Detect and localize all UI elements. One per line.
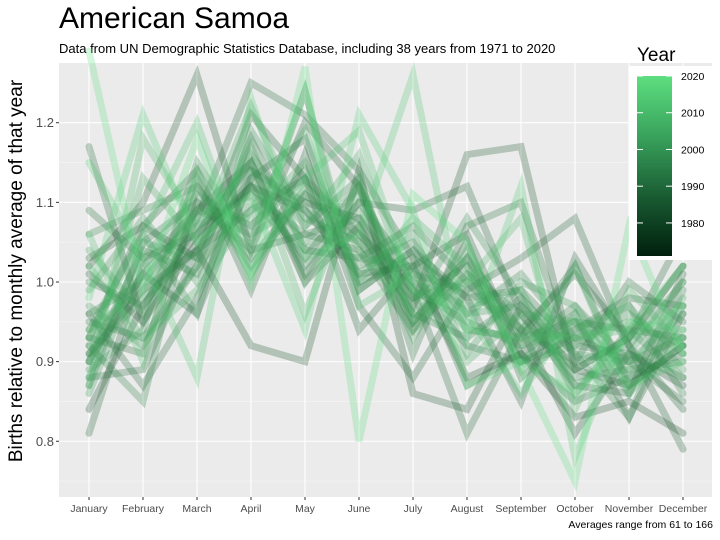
- series-line-2006: [85, 129, 687, 420]
- series-line-2015: [85, 104, 687, 398]
- x-tick-label: November: [605, 503, 654, 515]
- plot-panel: [59, 63, 712, 497]
- series-line-1989: [85, 197, 687, 397]
- series-line-1978: [85, 144, 687, 413]
- series-line-1973: [85, 156, 687, 414]
- x-tick-label: September: [495, 503, 547, 515]
- x-tick-label: January: [70, 503, 108, 515]
- x-tick-label: March: [182, 503, 211, 515]
- x-tick-label: June: [348, 503, 371, 515]
- y-tick-label: 1.1: [36, 195, 54, 210]
- series-line-1983: [85, 178, 687, 370]
- series-line-1984: [85, 130, 687, 391]
- series-line-2008: [85, 78, 687, 373]
- series-line-1988: [85, 147, 687, 382]
- y-tick-label: 1.2: [36, 115, 54, 130]
- series-line-1991: [85, 172, 687, 366]
- series-line-1985: [85, 164, 687, 389]
- series-line-1996: [85, 197, 687, 374]
- chart-subtitle: Data from UN Demographic Statistics Data…: [59, 41, 556, 56]
- series-line-1986: [85, 177, 687, 409]
- x-tick-label: February: [122, 503, 165, 515]
- series-line-1975: [85, 107, 687, 425]
- x-tick-label: July: [404, 503, 423, 515]
- x-tick-label: August: [451, 503, 484, 515]
- x-tick-label: May: [295, 503, 316, 515]
- series-line-1990: [85, 182, 687, 366]
- x-tick-label: October: [556, 503, 594, 515]
- series-line-1971: [85, 182, 687, 437]
- series-line-1974: [85, 64, 687, 390]
- series-line-1981: [85, 77, 687, 406]
- series-line-1987: [85, 190, 687, 424]
- legend-colorbar: [637, 76, 672, 256]
- series-line-2002: [85, 97, 687, 375]
- series-line-1999: [85, 137, 687, 391]
- series-line-2000: [85, 156, 687, 350]
- series-lines: [85, 47, 687, 492]
- series-line-1977: [85, 156, 687, 437]
- y-tick-label: 1.0: [36, 274, 54, 289]
- series-line-2020: [85, 47, 687, 492]
- series-line-1995: [85, 173, 687, 397]
- series-line-2012: [85, 61, 687, 470]
- x-axis: January February March April May June July Augu…: [70, 497, 708, 515]
- chart-caption: Averages range from 61 to 166: [568, 519, 713, 531]
- series-line-2004: [85, 123, 687, 400]
- series-line-1972: [85, 155, 687, 441]
- series-line-1998: [85, 170, 687, 374]
- series-line-1993: [85, 79, 687, 400]
- x-tick-label: April: [240, 503, 261, 515]
- series-line-1997: [85, 166, 687, 366]
- x-tick-label: December: [659, 503, 708, 515]
- series-line-1979: [85, 165, 687, 442]
- series-line-2010: [85, 113, 687, 400]
- y-axis: 0.8 0.9 1.0 1.1 1.2: [36, 115, 59, 449]
- series-line-1982: [85, 174, 687, 405]
- series-line-1976: [85, 133, 687, 453]
- y-tick-label: 0.8: [36, 434, 54, 449]
- y-tick-label: 0.9: [36, 354, 54, 369]
- series-line-1980: [85, 196, 687, 384]
- legend-title: Year: [637, 45, 676, 66]
- series-line-1992: [85, 122, 687, 400]
- chart-title: American Samoa: [59, 2, 290, 35]
- series-line-1994: [85, 180, 687, 366]
